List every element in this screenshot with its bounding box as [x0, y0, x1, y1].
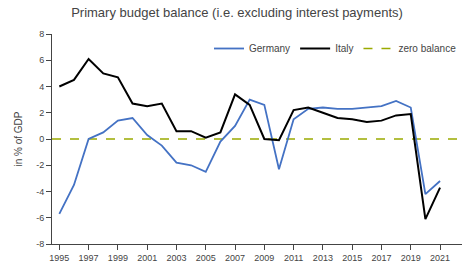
svg-text:in % of GDP: in % of GDP [13, 111, 24, 166]
svg-text:6: 6 [39, 55, 44, 65]
svg-text:-8: -8 [36, 239, 44, 249]
svg-text:1997: 1997 [79, 253, 99, 263]
svg-text:2017: 2017 [371, 253, 391, 263]
svg-text:2019: 2019 [401, 253, 421, 263]
svg-text:4: 4 [39, 82, 44, 92]
svg-text:Germany: Germany [249, 43, 290, 54]
svg-text:8: 8 [39, 29, 44, 39]
svg-text:2001: 2001 [137, 253, 157, 263]
svg-text:zero balance: zero balance [398, 43, 456, 54]
svg-text:2007: 2007 [225, 253, 245, 263]
svg-text:2003: 2003 [166, 253, 186, 263]
svg-text:2009: 2009 [254, 253, 274, 263]
svg-text:0: 0 [39, 134, 44, 144]
svg-text:1999: 1999 [108, 253, 128, 263]
svg-text:2013: 2013 [313, 253, 333, 263]
svg-text:2: 2 [39, 108, 44, 118]
svg-text:-4: -4 [36, 187, 44, 197]
svg-text:Italy: Italy [335, 43, 353, 54]
svg-text:1995: 1995 [49, 253, 69, 263]
svg-text:-2: -2 [36, 160, 44, 170]
svg-text:2021: 2021 [430, 253, 450, 263]
svg-text:Primary budget balance (i.e. e: Primary budget balance (i.e. excluding i… [71, 5, 403, 20]
svg-text:2011: 2011 [284, 253, 303, 263]
svg-text:-6: -6 [36, 213, 44, 223]
svg-text:2015: 2015 [342, 253, 362, 263]
svg-text:2005: 2005 [196, 253, 216, 263]
